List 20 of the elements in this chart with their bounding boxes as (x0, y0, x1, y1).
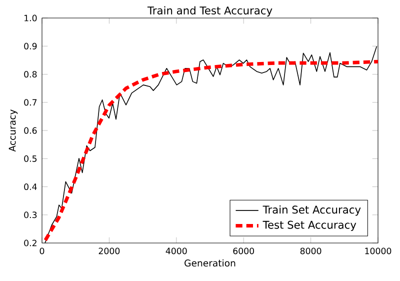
y-axis-title: Accuracy (8, 110, 18, 152)
y-tick-label: 0.4 (24, 184, 37, 190)
chart-title: Train and Test Accuracy (147, 6, 272, 17)
x-tick-label: 6000 (233, 248, 254, 254)
y-tick-label: 1.0 (24, 14, 37, 22)
x-tick-label: 0 (40, 248, 44, 254)
x-tick-label: 10000 (365, 248, 392, 254)
y-tick-label: 0.6 (24, 127, 37, 134)
y-tick-label: 0.5 (24, 155, 37, 162)
y-tick-label: 0.9 (24, 42, 37, 50)
y-tick-label: 0.3 (24, 212, 37, 218)
x-tick-label: 8000 (300, 248, 322, 254)
y-tick-label: 0.2 (24, 240, 36, 246)
x-axis-title: Generation (184, 259, 236, 267)
x-tick-label: 4000 (166, 248, 187, 254)
y-tick-label: 0.7 (24, 99, 37, 106)
legend-label: Train Set Accuracy (262, 205, 361, 216)
x-tick-label: 2000 (98, 248, 120, 254)
y-tick-label: 0.8 (24, 71, 37, 78)
legend-label: Test Set Accuracy (262, 220, 356, 231)
